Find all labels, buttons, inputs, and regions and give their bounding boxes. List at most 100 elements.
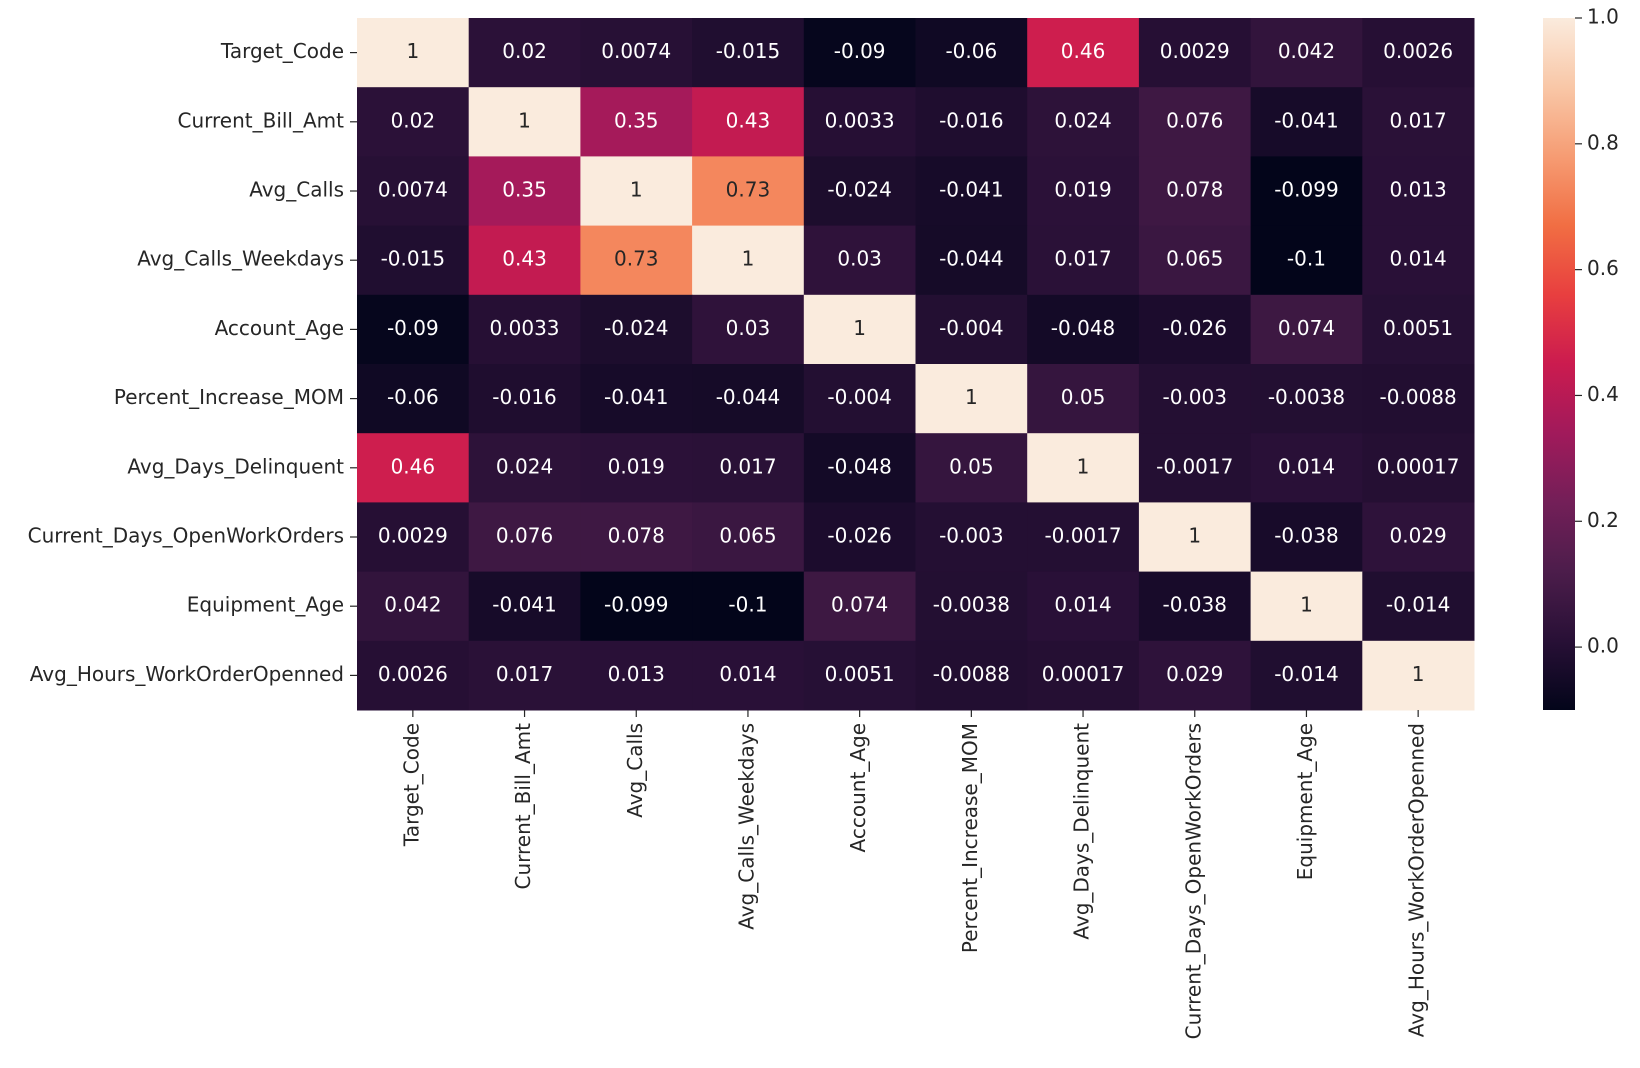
heatmap-cell [1027,18,1140,88]
cell-label: -0.038 [1274,524,1338,548]
cell-label: -0.004 [939,316,1003,340]
cell-label: 0.43 [502,247,547,271]
heatmap-cell [1362,225,1475,296]
heatmap-cell [1138,294,1252,365]
heatmap-cell [803,18,916,88]
cell-label: -0.026 [1163,316,1227,340]
cell-label: 1 [1300,593,1313,617]
cell-label: 0.73 [726,178,771,202]
heatmap-cell [915,294,1028,365]
cell-label: 1 [742,247,755,271]
heatmap-cell [915,433,1028,503]
heatmap-cell [1362,156,1475,227]
cell-label: 0.013 [608,662,665,686]
colorbar-tick-label: 0.2 [1587,508,1619,532]
cell-label: 0.065 [719,524,776,548]
heatmap-cell [692,18,805,88]
cell-label: 0.0074 [378,178,448,202]
x-tick-label: Target_Code [399,723,423,847]
heatmap-cell [468,294,581,365]
heatmap-cell [915,156,1028,227]
x-tick-label: Account_Age [846,723,870,852]
heatmap-cell [1250,502,1363,573]
colorbar-tick-label: 0.4 [1587,382,1619,406]
cell-label: 0.03 [726,316,771,340]
cell-label: 0.065 [1166,247,1223,271]
cell-label: -0.041 [939,178,1003,202]
cell-label: 0.014 [1390,247,1447,271]
heatmap-cell [1138,571,1252,642]
cell-label: -0.041 [1274,108,1338,132]
y-tick-label: Equipment_Age [187,593,344,617]
heatmap-cell [1250,640,1363,711]
heatmap-cell [580,640,693,711]
cell-label: 0.042 [384,593,441,617]
cell-label: 0.074 [1278,316,1335,340]
cell-label: 0.074 [831,593,888,617]
heatmap-cell [1362,640,1475,711]
heatmap-cell [803,364,916,434]
cell-label: -0.048 [827,454,891,478]
heatmap-cell [692,502,805,573]
cell-label: 0.078 [608,524,665,548]
heatmap-cell [1138,225,1252,296]
heatmap-cell [580,87,693,157]
y-tick-label: Avg_Days_Delinquent [127,454,344,478]
cell-label: -0.003 [1163,385,1227,409]
heatmap-cell [1362,502,1475,573]
y-tick-label: Current_Bill_Amt [177,108,344,132]
x-tick-label: Avg_Days_Delinquent [1070,723,1094,940]
cell-label: 0.0026 [1383,39,1453,63]
cell-label: -0.024 [827,178,891,202]
cell-label: 0.029 [1390,524,1447,548]
heatmap-cell [1250,364,1363,434]
heatmap-cell [692,294,805,365]
heatmap-cell [468,18,581,88]
colorbar-tick-label: 0.6 [1587,256,1619,280]
colorbar [1543,18,1575,710]
cell-label: 0.46 [391,454,436,478]
heatmap-cell [468,433,581,503]
heatmap-cell [357,18,470,88]
heatmap-cell [692,225,805,296]
cell-label: 0.35 [502,178,547,202]
cell-label: -0.041 [492,593,556,617]
x-tick-label: Avg_Hours_WorkOrderOpenned [1405,723,1429,1037]
heatmap-cell [1362,294,1475,365]
heatmap-cell [580,18,693,88]
heatmap-cell [1250,294,1363,365]
cell-label: 1 [965,385,978,409]
cell-label: 0.017 [496,662,553,686]
cell-label: -0.1 [1287,247,1326,271]
cell-label: 0.0029 [378,524,448,548]
heatmap-cell [580,571,693,642]
cell-label: -0.014 [1386,593,1450,617]
cell-label: 1 [1077,454,1090,478]
heatmap-cell [1027,87,1140,157]
cell-label: 0.05 [1061,385,1106,409]
cell-label: 0.00017 [1042,662,1125,686]
heatmap-cell [357,571,470,642]
cell-label: 0.05 [949,454,994,478]
cell-label: 1 [630,178,643,202]
x-tick-label: Percent_Increase_MOM [958,723,982,953]
heatmap-cell [915,87,1028,157]
cell-label: 0.076 [496,524,553,548]
heatmap-cell [580,294,693,365]
cell-label: 0.0026 [378,662,448,686]
cell-label: -0.015 [381,247,445,271]
cell-label: 0.076 [1166,108,1223,132]
heatmap-cell [1362,87,1475,157]
heatmap-cell [692,87,805,157]
cell-label: 1 [518,108,531,132]
heatmap-cell [803,433,916,503]
heatmap-cell [1250,433,1363,503]
y-tick-label: Avg_Calls [249,178,344,202]
cell-label: 0.024 [496,454,553,478]
heatmap-cell [692,571,805,642]
cell-label: -0.024 [604,316,668,340]
cell-label: 1 [853,316,866,340]
heatmap-cell [803,571,916,642]
heatmap-cell [803,640,916,711]
